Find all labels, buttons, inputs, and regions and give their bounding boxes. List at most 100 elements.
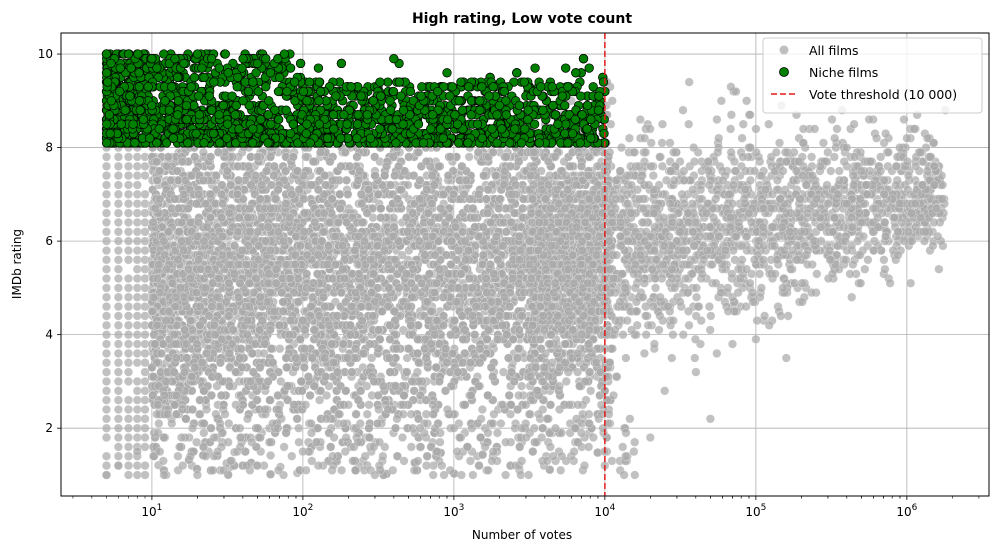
all-film-point — [132, 404, 142, 415]
all-film-point — [140, 367, 150, 377]
all-film-point — [101, 395, 112, 405]
all-film-point — [132, 358, 142, 368]
all-film-point — [586, 386, 596, 396]
all-film-point — [101, 423, 112, 433]
all-film-point — [101, 199, 112, 209]
all-film-point — [101, 330, 112, 340]
all-film-point — [123, 227, 134, 237]
all-film-point — [301, 152, 311, 162]
all-film-point — [123, 330, 134, 340]
all-film-point — [101, 283, 112, 293]
all-film-point — [132, 395, 142, 405]
all-film-point — [514, 390, 524, 400]
all-film-point — [132, 199, 142, 209]
all-film-point — [101, 189, 112, 199]
all-film-point — [113, 348, 123, 358]
all-film-point — [140, 442, 150, 452]
all-film-point — [113, 273, 123, 284]
all-film-point — [132, 180, 142, 190]
all-film-point — [132, 423, 142, 433]
all-film-point — [123, 161, 134, 171]
all-film-point — [113, 386, 123, 396]
all-film-point — [140, 236, 150, 246]
all-film-point — [140, 376, 150, 386]
all-film-point — [113, 161, 123, 171]
all-film-point — [132, 292, 142, 302]
all-film-point — [101, 273, 112, 284]
all-film-point — [101, 161, 112, 171]
all-film-point — [464, 152, 474, 162]
all-film-point — [123, 152, 134, 162]
all-film-point — [123, 283, 134, 293]
all-film-point — [101, 245, 112, 256]
all-film-point — [140, 461, 150, 471]
all-film-point — [132, 189, 142, 199]
all-film-point — [113, 199, 123, 209]
all-film-point — [113, 208, 123, 218]
all-film-point — [132, 311, 142, 321]
all-film-point — [123, 217, 134, 227]
all-film-point — [266, 450, 276, 460]
all-film-point — [113, 367, 123, 377]
all-film-point — [101, 451, 112, 461]
all-film-point — [113, 283, 123, 293]
all-film-point — [132, 227, 142, 237]
all-film-point — [132, 236, 142, 246]
all-film-point — [140, 245, 150, 256]
all-film-point — [132, 171, 142, 181]
all-film-point — [113, 376, 123, 386]
all-film-point — [101, 227, 112, 237]
all-film-point — [140, 171, 150, 181]
all-film-point — [113, 152, 123, 162]
all-film-point — [123, 348, 134, 358]
all-film-point — [362, 409, 372, 419]
all-film-point — [132, 348, 142, 358]
all-film-point — [113, 302, 123, 312]
all-film-point — [123, 311, 134, 321]
all-film-point — [101, 180, 112, 190]
all-films-points — [101, 77, 950, 480]
all-film-point — [123, 432, 134, 443]
all-film-point — [123, 451, 134, 461]
all-film-point — [140, 358, 150, 368]
all-film-point — [132, 245, 142, 256]
all-film-point — [132, 461, 142, 471]
all-film-point — [367, 353, 377, 363]
all-film-point — [294, 423, 304, 433]
all-film-point — [113, 320, 123, 330]
all-film-point — [123, 404, 134, 415]
all-film-point — [123, 189, 134, 199]
all-film-point — [140, 470, 150, 480]
all-film-point — [113, 330, 123, 340]
all-film-point — [101, 264, 112, 274]
all-film-point — [101, 255, 112, 265]
all-film-point — [101, 208, 112, 218]
all-film-point — [123, 376, 134, 386]
all-film-point — [132, 161, 142, 171]
all-film-point — [113, 404, 123, 415]
all-film-point — [225, 362, 235, 372]
all-film-point — [140, 423, 150, 433]
all-film-point — [101, 171, 112, 181]
all-film-point — [140, 330, 150, 340]
all-film-point — [113, 358, 123, 368]
all-film-point — [113, 227, 123, 237]
all-film-point — [113, 451, 123, 461]
all-film-point — [101, 236, 112, 246]
all-film-point — [123, 273, 134, 284]
all-film-point — [123, 339, 134, 349]
all-film-point — [123, 442, 134, 452]
all-film-point — [123, 470, 134, 480]
all-film-point — [101, 339, 112, 349]
all-film-point — [101, 386, 112, 396]
all-film-point — [113, 217, 123, 227]
all-film-point — [403, 180, 413, 190]
all-film-point — [140, 432, 150, 443]
chart-title: High rating, Low vote count — [412, 11, 632, 27]
all-film-point — [140, 395, 150, 405]
all-film-point — [123, 302, 134, 312]
all-film-point — [101, 414, 112, 424]
all-film-point — [101, 348, 112, 358]
all-film-point — [132, 273, 142, 284]
